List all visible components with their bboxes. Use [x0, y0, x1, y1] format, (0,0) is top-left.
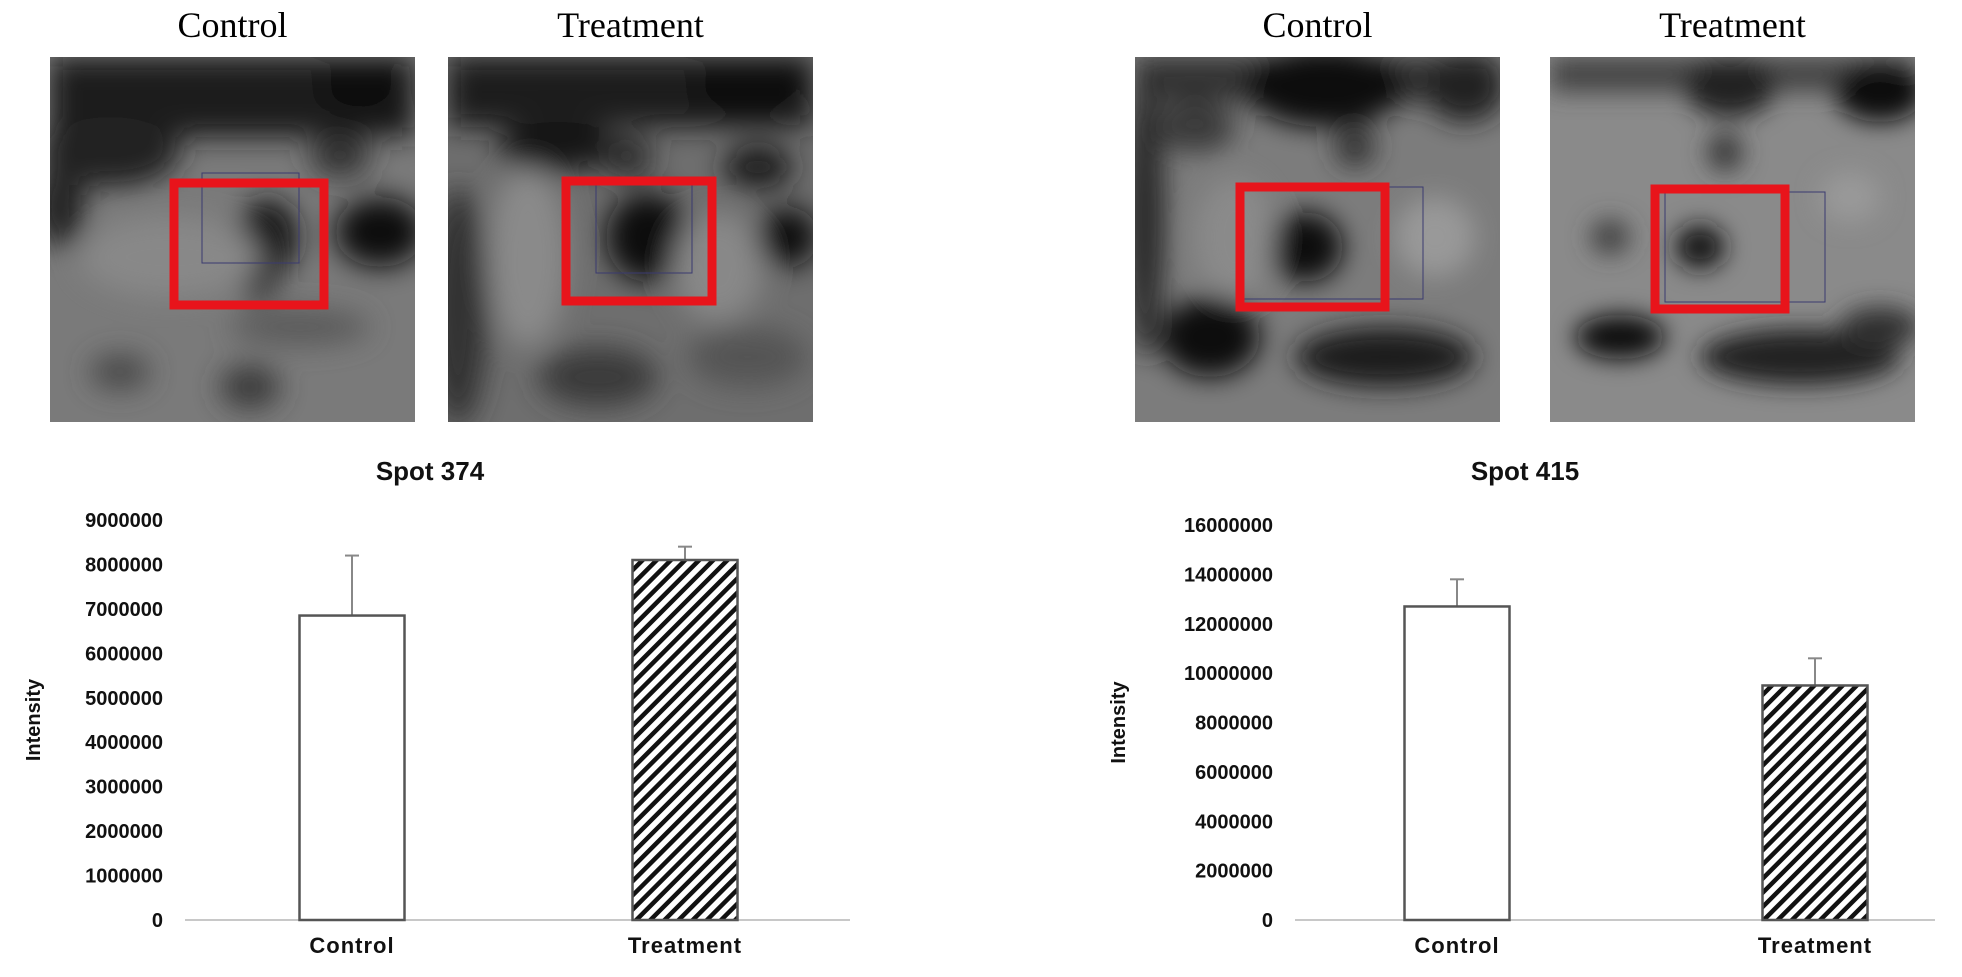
- y-axis-label: Intensity: [1108, 681, 1130, 764]
- highlight-box: [169, 178, 329, 310]
- chart-title: Spot 374: [376, 456, 485, 486]
- y-tick-label: 5000000: [85, 688, 163, 710]
- chart-spot-415: Spot 415 Intensity 0 2000000 4000000 6000000 8…: [1085, 450, 1962, 977]
- highlight-box: [561, 176, 717, 306]
- y-tick-label: 4000000: [85, 732, 163, 754]
- highlight-box: [1235, 182, 1390, 312]
- image-label-treatment: Treatment: [1659, 5, 1806, 45]
- image-label-control: Control: [1262, 5, 1373, 45]
- image-label-treatment: Treatment: [557, 5, 704, 45]
- bar-chart: Spot 415 Intensity 0 2000000 4000000 6000000 8…: [1108, 456, 1935, 958]
- y-tick-label: 0: [152, 910, 163, 932]
- y-tick-label: 6000000: [1195, 762, 1273, 784]
- y-tick-label: 1000000: [85, 866, 163, 888]
- y-tick-label: 6000000: [85, 643, 163, 665]
- gel-image-treatment: [448, 57, 813, 422]
- chart-spot-374: Spot 374 Intensity 0 1000000 2000000 3000000 4…: [0, 450, 981, 977]
- x-tick-label: Treatment: [628, 933, 742, 958]
- spot-415-panel: Control Treatment: [1085, 0, 1962, 977]
- x-tick-label: Control: [1414, 933, 1499, 958]
- y-tick-label: 7000000: [85, 599, 163, 621]
- y-tick-label: 4000000: [1195, 811, 1273, 833]
- x-tick-label: Treatment: [1758, 933, 1872, 958]
- highlight-box: [1650, 184, 1790, 314]
- y-tick-label: 2000000: [1195, 861, 1273, 883]
- y-axis-label: Intensity: [23, 678, 45, 761]
- y-tick-label: 12000000: [1184, 614, 1273, 636]
- y-tick-label: 8000000: [1195, 713, 1273, 735]
- y-tick-label: 3000000: [85, 777, 163, 799]
- y-tick-label: 16000000: [1184, 515, 1273, 537]
- y-tick-label: 10000000: [1184, 663, 1273, 685]
- bar-control: [298, 614, 406, 922]
- y-tick-label: 8000000: [85, 554, 163, 576]
- chart-title: Spot 415: [1471, 456, 1579, 486]
- y-tick-label: 9000000: [85, 510, 163, 532]
- x-tick-label: Control: [309, 933, 394, 958]
- bar-treatment: [631, 558, 739, 922]
- spot-374-panel: Control Treatment: [0, 5, 981, 977]
- y-tick-label: 2000000: [85, 821, 163, 843]
- gel-image-treatment: [1550, 57, 1915, 422]
- bar-control: [1403, 605, 1511, 922]
- y-tick-label: 14000000: [1184, 564, 1273, 586]
- y-tick-label: 0: [1262, 910, 1273, 932]
- bar-chart: Spot 374 Intensity 0 1000000 2000000 3000000 4…: [23, 456, 850, 958]
- bar-treatment: [1761, 684, 1869, 922]
- gel-image-control: [50, 57, 415, 422]
- gel-image-control: [1135, 57, 1500, 422]
- image-label-control: Control: [177, 5, 288, 45]
